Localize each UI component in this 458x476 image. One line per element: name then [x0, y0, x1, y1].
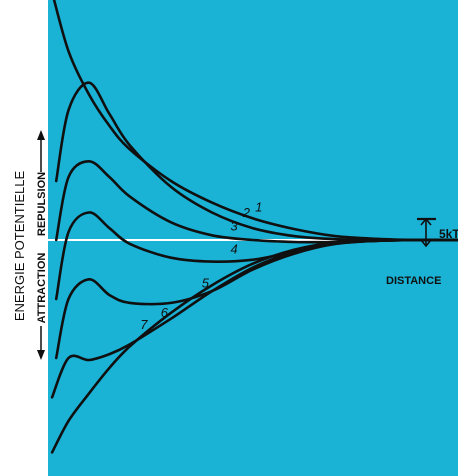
x-axis-label: DISTANCE — [386, 275, 441, 287]
curve-label-4: 4 — [231, 242, 238, 257]
attraction-arrow-icon — [37, 326, 45, 360]
scale-annotation: 5kT — [439, 227, 458, 241]
curve-label-6: 6 — [161, 305, 169, 320]
curve-label-3: 3 — [231, 219, 239, 234]
y-attraction-label: ATTRACTION — [36, 253, 48, 324]
plot-area — [48, 0, 458, 476]
scale-bracket — [417, 217, 436, 248]
repulsion-arrow-icon — [37, 130, 45, 172]
curve-label-group: 123 4 5 67 — [140, 199, 262, 332]
curve-label-1: 1 — [255, 199, 262, 214]
scale-arrow-down-icon — [420, 239, 432, 248]
y-repulsion-label: REPULSION — [36, 172, 48, 236]
curve-label-2: 2 — [242, 205, 251, 220]
curve-group — [50, 0, 458, 454]
curve-label-7: 7 — [140, 317, 148, 332]
curve-7 — [50, 238, 458, 454]
scale-arrow-up-icon — [420, 217, 432, 226]
y-axis-label: ENERGIE POTENTIELLE — [12, 171, 27, 322]
curve-label-5: 5 — [202, 276, 210, 291]
